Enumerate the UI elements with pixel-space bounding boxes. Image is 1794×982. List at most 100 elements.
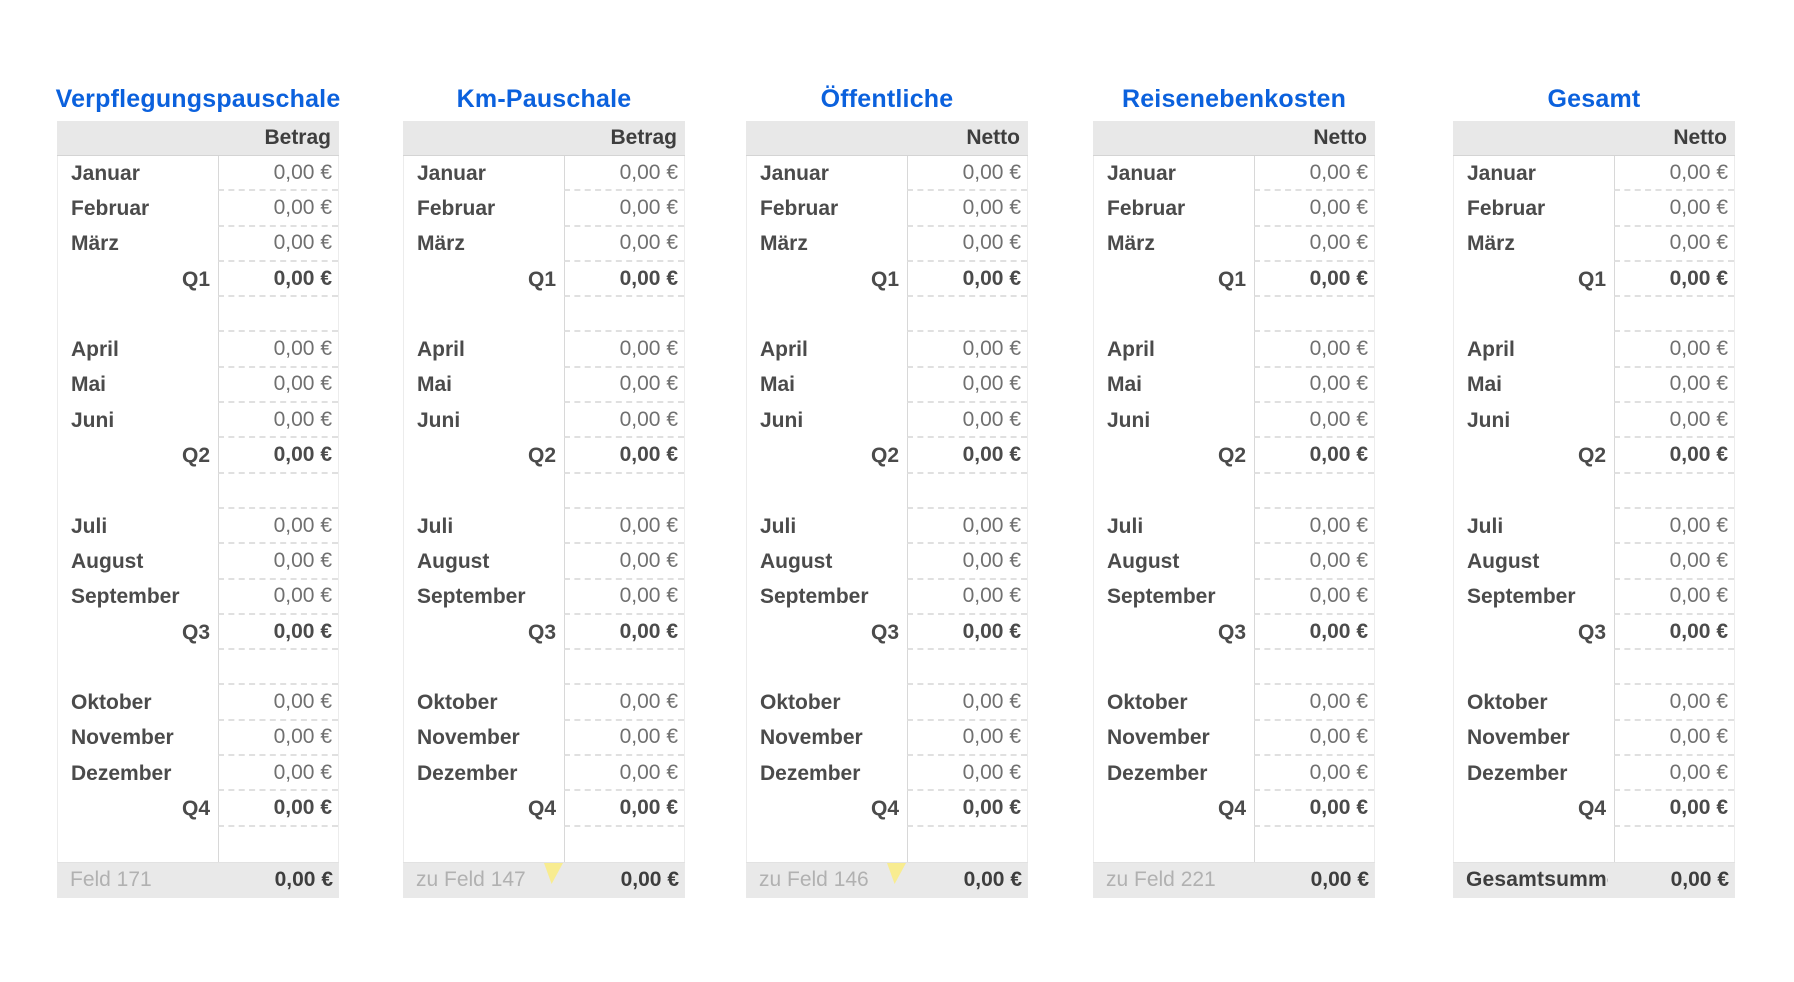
month-value-cell[interactable]: 0,00 € xyxy=(1614,367,1734,404)
quarter-label-cell[interactable]: Q1 xyxy=(181,267,210,291)
month-value-cell[interactable]: 0,00 € xyxy=(1614,156,1734,192)
month-label-cell[interactable]: Dezember xyxy=(417,761,518,785)
month-value-cell[interactable]: 0,00 € xyxy=(564,685,684,721)
spacer-value-cell[interactable] xyxy=(564,473,684,509)
month-value-cell[interactable]: 0,00 € xyxy=(907,685,1027,721)
quarter-value-cell[interactable]: 0,00 € xyxy=(564,438,684,474)
month-value-cell[interactable]: 0,00 € xyxy=(1614,403,1734,439)
spacer-label-cell[interactable] xyxy=(404,827,564,862)
month-label-cell[interactable]: Oktober xyxy=(760,691,841,715)
month-value-cell[interactable]: 0,00 € xyxy=(1254,756,1374,792)
spacer-label-cell[interactable] xyxy=(1094,650,1254,685)
spacer-value-cell[interactable] xyxy=(564,650,684,686)
month-value-cell[interactable]: 0,00 € xyxy=(564,367,684,404)
month-label-cell[interactable]: Dezember xyxy=(1467,761,1568,785)
table-title[interactable]: Gesamt xyxy=(1547,85,1641,113)
quarter-label-cell[interactable]: Q2 xyxy=(1577,444,1606,468)
month-value-cell[interactable]: 0,00 € xyxy=(1254,508,1374,545)
quarter-label-cell[interactable]: Q3 xyxy=(1217,620,1246,644)
month-label-cell[interactable]: Februar xyxy=(760,196,839,220)
month-value-cell[interactable]: 0,00 € xyxy=(907,579,1027,615)
month-label-cell[interactable]: März xyxy=(71,232,119,256)
spacer-label-cell[interactable] xyxy=(747,650,907,685)
quarter-label-cell[interactable]: Q2 xyxy=(1217,444,1246,468)
footer-label-cell[interactable]: zu Feld 221 xyxy=(1106,868,1216,892)
footer-total-cell[interactable]: 0,00 € xyxy=(274,868,333,892)
month-value-cell[interactable]: 0,00 € xyxy=(564,191,684,227)
month-value-cell[interactable]: 0,00 € xyxy=(1254,579,1374,615)
month-label-cell[interactable]: Februar xyxy=(71,196,150,220)
month-label-cell[interactable]: Februar xyxy=(1467,196,1546,220)
spacer-label-cell[interactable] xyxy=(747,474,907,509)
month-value-cell[interactable]: 0,00 € xyxy=(564,156,684,192)
spacer-value-cell[interactable] xyxy=(1614,650,1734,686)
month-label-cell[interactable]: Juni xyxy=(1467,408,1511,432)
month-label-cell[interactable]: Oktober xyxy=(71,691,152,715)
month-value-cell[interactable]: 0,00 € xyxy=(1614,544,1734,580)
spacer-value-cell[interactable] xyxy=(1614,473,1734,509)
spacer-value-cell[interactable] xyxy=(1254,650,1374,686)
quarter-value-cell[interactable]: 0,00 € xyxy=(907,614,1027,651)
month-label-cell[interactable]: Mai xyxy=(71,373,107,397)
month-value-cell[interactable]: 0,00 € xyxy=(1614,720,1734,757)
month-value-cell[interactable]: 0,00 € xyxy=(218,226,338,262)
quarter-label-cell[interactable]: Q2 xyxy=(870,444,899,468)
month-value-cell[interactable]: 0,00 € xyxy=(218,544,338,580)
month-label-cell[interactable]: Oktober xyxy=(1467,691,1548,715)
spacer-label-cell[interactable] xyxy=(404,474,564,509)
spacer-value-cell[interactable] xyxy=(1614,297,1734,333)
spacer-label-cell[interactable] xyxy=(1094,474,1254,509)
month-value-cell[interactable]: 0,00 € xyxy=(1614,579,1734,615)
spacer-value-cell[interactable] xyxy=(907,826,1027,862)
month-value-cell[interactable]: 0,00 € xyxy=(564,720,684,757)
month-value-cell[interactable]: 0,00 € xyxy=(564,756,684,792)
quarter-label-cell[interactable]: Q4 xyxy=(870,796,899,820)
quarter-label-cell[interactable]: Q3 xyxy=(181,620,210,644)
quarter-label-cell[interactable]: Q3 xyxy=(870,620,899,644)
month-label-cell[interactable]: Juli xyxy=(1107,514,1144,538)
month-label-cell[interactable]: Januar xyxy=(71,161,140,185)
quarter-value-cell[interactable]: 0,00 € xyxy=(564,791,684,827)
month-value-cell[interactable]: 0,00 € xyxy=(1614,685,1734,721)
spacer-value-cell[interactable] xyxy=(218,826,338,862)
quarter-value-cell[interactable]: 0,00 € xyxy=(1614,791,1734,827)
month-label-cell[interactable]: April xyxy=(1467,338,1515,362)
spacer-label-cell[interactable] xyxy=(1454,827,1614,862)
month-value-cell[interactable]: 0,00 € xyxy=(907,544,1027,580)
month-value-cell[interactable]: 0,00 € xyxy=(907,508,1027,545)
month-value-cell[interactable]: 0,00 € xyxy=(907,226,1027,262)
month-label-cell[interactable]: August xyxy=(1107,549,1180,573)
table-title[interactable]: Verpflegungspauschale xyxy=(55,85,341,113)
month-label-cell[interactable]: Juli xyxy=(1467,514,1504,538)
month-value-cell[interactable]: 0,00 € xyxy=(1254,367,1374,404)
month-value-cell[interactable]: 0,00 € xyxy=(1254,332,1374,368)
month-label-cell[interactable]: November xyxy=(1467,726,1570,750)
quarter-label-cell[interactable]: Q1 xyxy=(870,267,899,291)
quarter-label-cell[interactable]: Q4 xyxy=(1577,796,1606,820)
month-label-cell[interactable]: April xyxy=(1107,338,1155,362)
quarter-value-cell[interactable]: 0,00 € xyxy=(564,614,684,651)
footer-label-cell[interactable]: zu Feld 147 xyxy=(416,868,526,892)
column-header-cell[interactable]: Betrag xyxy=(264,126,331,149)
spacer-value-cell[interactable] xyxy=(1614,826,1734,862)
month-value-cell[interactable]: 0,00 € xyxy=(1254,720,1374,757)
month-value-cell[interactable]: 0,00 € xyxy=(907,191,1027,227)
quarter-value-cell[interactable]: 0,00 € xyxy=(1254,791,1374,827)
month-label-cell[interactable]: Oktober xyxy=(417,691,498,715)
month-value-cell[interactable]: 0,00 € xyxy=(218,403,338,439)
table-title[interactable]: Reisenebenkosten xyxy=(1121,85,1347,113)
month-label-cell[interactable]: September xyxy=(417,585,526,609)
month-label-cell[interactable]: August xyxy=(417,549,490,573)
month-value-cell[interactable]: 0,00 € xyxy=(564,544,684,580)
month-value-cell[interactable]: 0,00 € xyxy=(1614,191,1734,227)
month-value-cell[interactable]: 0,00 € xyxy=(1254,226,1374,262)
quarter-label-cell[interactable]: Q1 xyxy=(1577,267,1606,291)
month-label-cell[interactable]: Juni xyxy=(71,408,115,432)
quarter-label-cell[interactable]: Q3 xyxy=(527,620,556,644)
spacer-label-cell[interactable] xyxy=(58,297,218,332)
month-label-cell[interactable]: September xyxy=(760,585,869,609)
spacer-label-cell[interactable] xyxy=(1454,650,1614,685)
footer-label-cell[interactable]: Gesamtsumme xyxy=(1466,868,1608,892)
column-header-cell[interactable]: Netto xyxy=(966,126,1020,149)
footer-label-cell[interactable]: Feld 171 xyxy=(70,868,152,892)
